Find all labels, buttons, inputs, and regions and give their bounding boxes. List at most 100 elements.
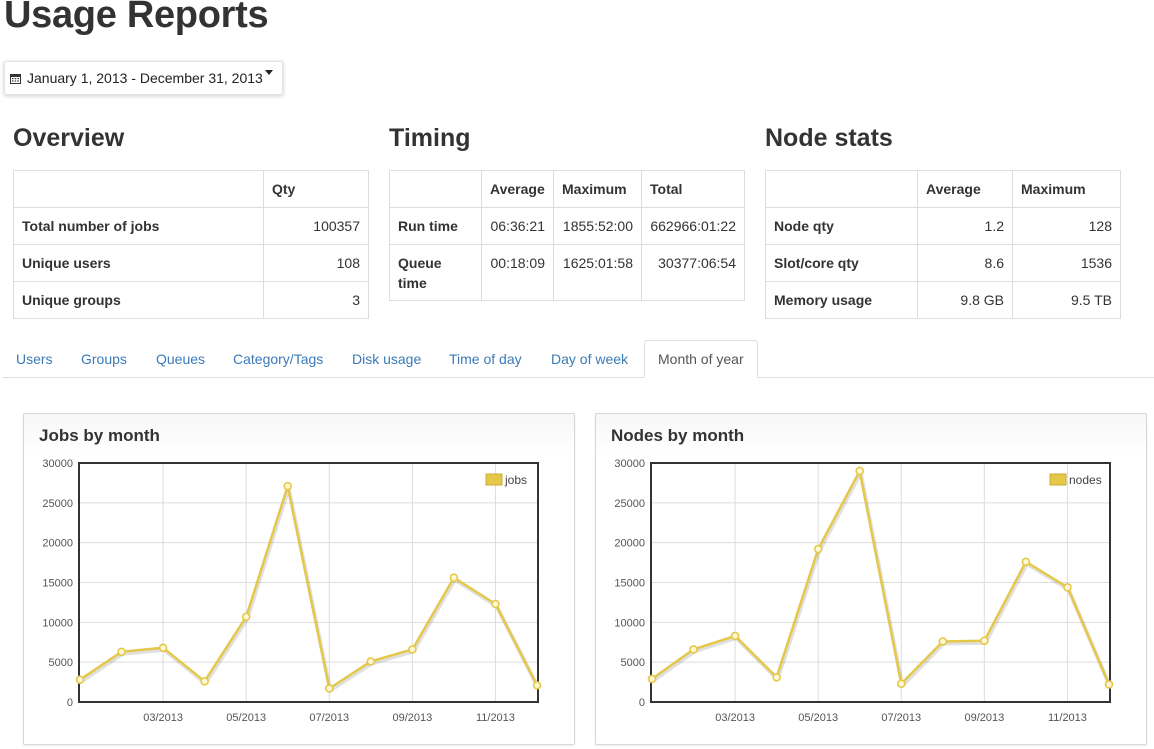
data-point [1104, 680, 1114, 689]
legend-label: jobs [504, 473, 527, 487]
row-value: 06:36:21 [481, 207, 554, 245]
row-value: 100357 [263, 207, 369, 245]
data-point [689, 645, 698, 654]
series-line [651, 469, 1111, 685]
tab-groups[interactable]: Groups [81, 351, 127, 367]
row-label: Total number of jobs [13, 207, 264, 245]
chart-title: Nodes by month [611, 426, 745, 445]
row-value: 128 [1012, 207, 1121, 245]
x-tick-label: 11/2013 [476, 712, 515, 724]
tab-disk-usage[interactable]: Disk usage [352, 351, 422, 367]
data-point [158, 643, 168, 653]
x-tick-label: 07/2013 [881, 712, 921, 724]
data-point [730, 631, 740, 641]
y-tick-label: 25000 [614, 498, 645, 510]
timing-table: Average Maximum Total Run time 06:36:21 … [389, 170, 745, 301]
y-tick-label: 25000 [42, 498, 73, 510]
x-tick-label: 03/2013 [143, 712, 183, 724]
row-label: Node qty [765, 207, 918, 245]
plot-frame [78, 462, 539, 703]
table-row: Run time 06:36:21 1855:52:00 662966:01:2… [389, 207, 745, 245]
legend-label: nodes [1069, 473, 1102, 487]
row-value: 3 [263, 281, 369, 319]
y-tick-label: 15000 [42, 578, 73, 590]
data-point [855, 466, 865, 476]
data-point [408, 645, 417, 654]
data-point [324, 684, 334, 693]
tab-day-of-week[interactable]: Day of week [551, 351, 629, 367]
nodes-chart-panel: Nodes by month 0 5000 10000 15000 20000 25000… [595, 413, 1147, 745]
chart-legend: jobs [485, 473, 527, 487]
tab-users[interactable]: Users [16, 351, 53, 367]
y-tick-label: 15000 [614, 578, 645, 590]
y-tick-label: 5000 [621, 657, 645, 669]
y-tick-label: 30000 [614, 458, 645, 470]
table-header-cell [13, 170, 264, 208]
row-label: Slot/core qty [765, 244, 918, 282]
data-point [1021, 557, 1031, 567]
node-stats-title: Node stats [765, 124, 893, 152]
y-tick-label: 10000 [614, 617, 645, 629]
data-point [241, 612, 251, 622]
table-header-row: Average Maximum [765, 170, 1121, 208]
table-row: Slot/core qty 8.6 1536 [765, 244, 1121, 282]
table-row: Unique users 108 [13, 244, 369, 282]
data-point [896, 679, 906, 688]
row-value: 00:18:09 [481, 244, 554, 301]
report-tabs: Users Groups Queues Category/Tags Disk u… [3, 340, 1154, 378]
data-point [200, 676, 209, 686]
row-value: 108 [263, 244, 369, 282]
row-value: 8.6 [917, 244, 1013, 282]
data-point [366, 657, 376, 666]
data-point [772, 673, 781, 682]
table-header-cell: Total [641, 170, 745, 208]
row-value: 30377:06:54 [641, 244, 745, 301]
tab-month-of-year[interactable]: Month of year [644, 340, 758, 378]
table-row: Memory usage 9.8 GB 9.5 TB [765, 281, 1121, 319]
timing-title: Timing [389, 124, 471, 152]
data-point [75, 675, 85, 684]
row-value: 662966:01:22 [641, 207, 745, 245]
y-tick-label: 20000 [42, 538, 73, 550]
overview-title: Overview [13, 124, 125, 152]
chart-title: Jobs by month [39, 426, 160, 445]
data-point [813, 544, 823, 554]
plot-frame [650, 462, 1111, 703]
row-label: Unique users [13, 244, 264, 282]
legend-swatch [485, 473, 503, 486]
row-label: Run time [389, 207, 482, 245]
jobs-line-chart: 0 5000 10000 15000 20000 25000 30000 03/2013 05/… [42, 458, 542, 724]
row-value: 1536 [1012, 244, 1121, 282]
data-point [1063, 582, 1072, 592]
y-tick-label: 10000 [42, 617, 73, 629]
row-label: Queue time [389, 244, 482, 301]
tab-queues[interactable]: Queues [156, 351, 206, 367]
x-tick-label: 09/2013 [964, 712, 1004, 724]
date-range-picker[interactable]: January 1, 2013 - December 31, 2013 [4, 61, 283, 95]
date-range-label: January 1, 2013 - December 31, 2013 [27, 70, 263, 86]
row-label: Memory usage [765, 281, 918, 319]
data-point [283, 481, 293, 491]
tab-time-of-day[interactable]: Time of day [449, 351, 522, 367]
chart-legend: nodes [1049, 473, 1102, 487]
overview-table: Qty Total number of jobs 100357 Unique u… [13, 170, 369, 319]
table-header-cell: Average [481, 170, 554, 208]
table-header-cell [765, 170, 918, 208]
tab-category-tags[interactable]: Category/Tags [233, 351, 324, 367]
x-tick-label: 05/2013 [226, 712, 266, 724]
data-point [491, 599, 500, 609]
table-header-cell [389, 170, 482, 208]
table-row: Queue time 00:18:09 1625:01:58 30377:06:… [389, 244, 745, 301]
data-point [938, 637, 948, 646]
row-value: 9.5 TB [1012, 281, 1121, 319]
table-header-row: Average Maximum Total [389, 170, 745, 208]
data-point [449, 573, 459, 583]
x-tick-label: 05/2013 [798, 712, 838, 724]
table-header-cell: Maximum [1012, 170, 1121, 208]
row-label: Unique groups [13, 281, 264, 319]
page-title: Usage Reports [4, 0, 269, 36]
y-tick-label: 30000 [42, 458, 73, 470]
table-header-cell: Average [917, 170, 1013, 208]
data-point [647, 674, 657, 684]
legend-swatch [1049, 473, 1067, 486]
